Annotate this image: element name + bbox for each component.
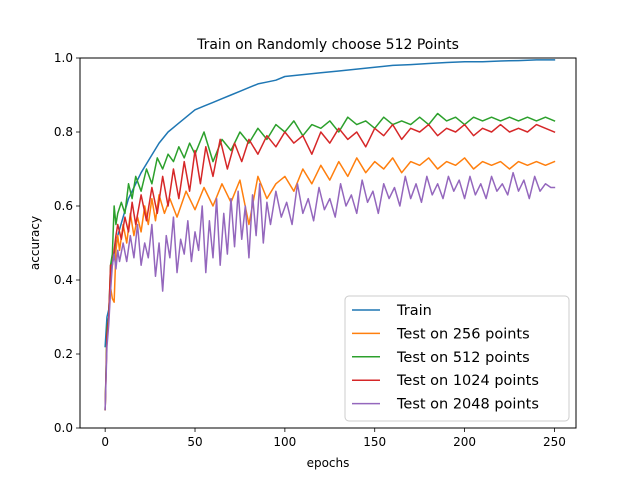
legend: Train Test on 256 points Test on 512 point… — [344, 295, 570, 422]
legend-label-3: Test on 512 points — [396, 350, 530, 366]
y-tick-label: 1.0 — [54, 51, 73, 65]
series-line-5 — [104, 171, 556, 411]
x-tick-label: 0 — [101, 435, 109, 449]
series-line-3 — [104, 112, 556, 411]
chart-title: Train on Randomly choose 512 Points — [196, 37, 459, 53]
x-tick-label: 150 — [363, 435, 386, 449]
legend-label-1: Train — [396, 303, 432, 319]
x-axis: 0 50 100 150 200 250 — [101, 428, 566, 449]
series-line-4 — [104, 123, 556, 411]
x-tick-label: 50 — [187, 435, 202, 449]
series-line-1 — [104, 59, 556, 348]
legend-box — [344, 295, 570, 422]
y-tick-label: 0.8 — [54, 125, 73, 139]
series-layer — [104, 59, 556, 411]
x-axis-label: epochs — [307, 456, 350, 470]
plot-frame — [79, 57, 577, 429]
x-tick-label: 250 — [543, 435, 566, 449]
legend-label-5: Test on 2048 points — [396, 397, 539, 413]
x-tick-label: 200 — [453, 435, 476, 449]
y-tick-label: 0.6 — [54, 199, 73, 213]
y-tick-label: 0.0 — [54, 421, 73, 435]
y-tick-label: 0.2 — [54, 347, 73, 361]
x-tick-label: 100 — [273, 435, 296, 449]
y-axis: 0.0 0.2 0.4 0.6 0.8 1.0 — [54, 51, 80, 435]
plot-area — [104, 59, 556, 411]
y-axis-label: accuracy — [28, 216, 42, 270]
legend-label-2: Test on 256 points — [396, 326, 530, 342]
legend-label-4: Test on 1024 points — [396, 373, 539, 389]
y-tick-label: 0.4 — [54, 273, 73, 287]
